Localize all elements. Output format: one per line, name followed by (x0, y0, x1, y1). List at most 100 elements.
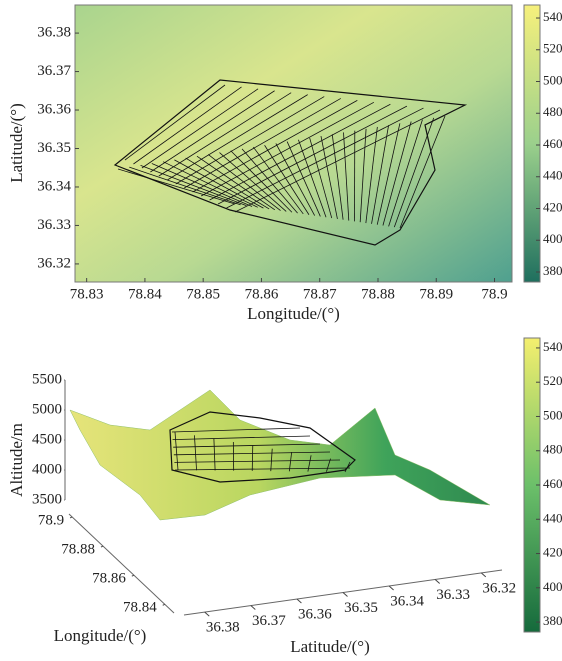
x-tick-label: 78.9 (481, 286, 507, 302)
path-turn (388, 119, 423, 227)
y-tick (162, 603, 165, 606)
x-tick (480, 572, 487, 578)
y-axis (68, 513, 175, 614)
colorbar-tick-label: 440 (543, 168, 562, 183)
path-leg (194, 435, 197, 471)
colorbar-tick-label: 5000 (543, 407, 562, 422)
path-turn (320, 136, 338, 219)
path-turn (382, 121, 412, 226)
y-tick-label: 36.36 (37, 101, 71, 117)
path-turn (365, 126, 378, 224)
path-turn (376, 123, 401, 225)
colorbar-tick-label: 520 (543, 41, 562, 56)
x-tick-label: 78.85 (186, 286, 220, 302)
colorbar-tick-label: 500 (543, 72, 562, 87)
x-tick-label: 36.35 (344, 600, 378, 616)
terrain-surface (69, 389, 491, 521)
path-leg (158, 92, 292, 177)
x-axis-title: Longitude/(°) (247, 304, 340, 323)
path-turn (343, 132, 350, 221)
path-turn (393, 117, 435, 228)
path-turn (264, 145, 310, 215)
y-tick-label: 36.38 (37, 25, 71, 41)
path-turn (359, 128, 367, 223)
path-leg (251, 445, 254, 471)
path-turn (207, 154, 281, 211)
x-tick-label: 36.33 (436, 587, 470, 603)
z-tick-label: 4000 (32, 461, 62, 477)
heatmap-field (74, 4, 513, 283)
path-leg (217, 105, 408, 205)
y-tick (131, 574, 135, 577)
y-tick-label: 78.9 (38, 512, 64, 528)
z-tick-label: 5000 (32, 401, 62, 417)
path-turn (399, 115, 446, 229)
path-leg (326, 458, 331, 472)
x-tick-label: 78.88 (361, 286, 395, 302)
path-turn (298, 139, 327, 218)
colorbar-tick-label: 540 (543, 9, 562, 24)
y-tick-label: 36.35 (37, 140, 71, 156)
path-turn (151, 163, 253, 207)
y-axis-title: Latitude/(°) (7, 103, 26, 183)
path-leg (175, 96, 325, 185)
x-axis-title: Latitude/(°) (290, 637, 370, 656)
x-tick-label: 78.87 (303, 286, 337, 302)
path-leg (270, 448, 273, 472)
path-turn (117, 168, 236, 205)
path-leg (200, 101, 375, 197)
path-turn (196, 155, 276, 211)
colorbar-tick-label: 480 (543, 104, 562, 119)
x-tick-label: 78.84 (128, 286, 162, 302)
colorbar-tick-label: 4800 (543, 442, 562, 457)
path-turn (162, 161, 258, 208)
path-turn (173, 443, 321, 448)
colorbar-tick-label: 4000 (543, 579, 562, 594)
y-tick (100, 545, 104, 548)
y-tick-label: 78.86 (92, 571, 126, 587)
path-leg (174, 431, 179, 471)
x-tick-label: 36.34 (390, 593, 424, 609)
path-turn (286, 141, 321, 217)
y-axis-title: Longitude/(°) (54, 626, 147, 645)
y-tick-label: 36.33 (37, 217, 71, 233)
colorbar-tick-label: 380 (543, 263, 562, 278)
path-leg (124, 84, 226, 161)
x-tick-label: 36.37 (252, 613, 286, 629)
path-turn (172, 435, 311, 440)
path-turn (219, 152, 287, 212)
x-tick (296, 598, 302, 604)
colorbar-tick-label: 4600 (543, 476, 562, 491)
colorbar-tick-label: 420 (543, 199, 562, 214)
path-turn (371, 125, 390, 224)
z-tick-label: 4500 (32, 431, 62, 447)
path-turn (171, 427, 301, 433)
colorbar-tick-label: 3800 (543, 613, 562, 628)
path-leg (192, 100, 358, 193)
path-leg (209, 103, 391, 201)
colorbar-tick-label: 5400 (543, 339, 562, 354)
colorbar (523, 4, 541, 283)
flight-path-grid (117, 84, 446, 229)
x-tick (204, 611, 210, 617)
y-tick-label: 36.34 (37, 178, 71, 194)
x-tick-label: 78.89 (419, 286, 453, 302)
path-turn (174, 467, 351, 471)
flight-path-3d (169, 411, 356, 483)
x-tick (434, 579, 441, 584)
y-tick-label: 36.32 (37, 255, 71, 271)
z-axis-title: Altitude/m (7, 423, 26, 497)
flight-path-grid-3d (171, 427, 351, 473)
x-tick-label: 78.86 (245, 286, 279, 302)
path-leg (167, 94, 308, 181)
path-turn (174, 459, 341, 463)
y-tick-label: 36.37 (37, 63, 71, 79)
x-tick-label: 78.83 (70, 286, 104, 302)
colorbar-tick-label: 400 (543, 231, 562, 246)
x-tick-label: 36.32 (482, 580, 516, 596)
x-tick (342, 592, 348, 597)
path-turn (173, 451, 331, 456)
colorbar-tick-label: 4200 (543, 545, 562, 560)
path-turn (252, 146, 304, 215)
